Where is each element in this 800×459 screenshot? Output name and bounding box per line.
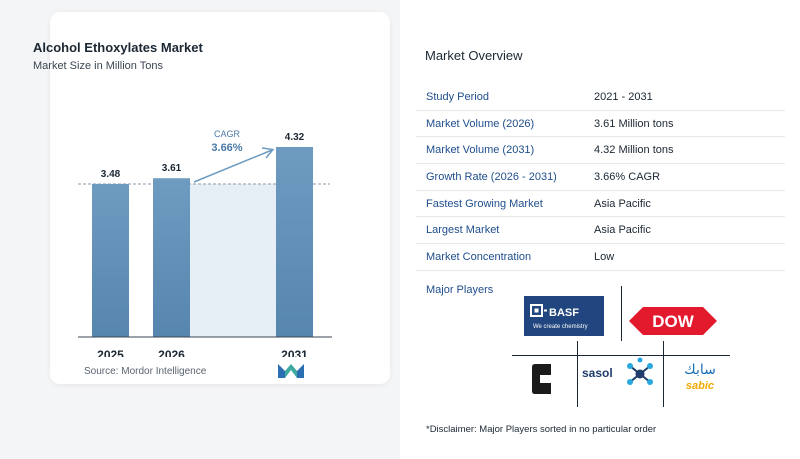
sasol-logo-icon: sasol [582, 357, 653, 385]
mordor-intelligence-logo-icon [278, 364, 304, 378]
row-key: Fastest Growing Market [426, 197, 543, 210]
x-tick-2025: 2025 [97, 348, 124, 357]
table-row: Largest Market Asia Pacific [416, 217, 785, 245]
svg-text:سابك: سابك [684, 362, 716, 378]
chart-title: Alcohol Ethoxylates Market [33, 40, 203, 55]
row-value: 4.32 Million tons [594, 144, 674, 157]
disclaimer-text: *Disclaimer: Major Players sorted in no … [426, 424, 657, 435]
svg-text:We create chemistry: We create chemistry [533, 324, 588, 330]
bar-2026 [153, 178, 190, 337]
row-key: Growth Rate (2026 - 2031) [426, 170, 557, 183]
data-label-2031: 4.32 [285, 132, 305, 143]
data-label-2026: 3.61 [162, 163, 182, 174]
row-value: 3.66% CAGR [594, 170, 661, 183]
x-tick-2026: 2026 [158, 348, 185, 357]
row-key: Market Concentration [426, 250, 532, 263]
data-label-2025: 3.48 [101, 169, 121, 180]
bar-chart: 3.48 2025 3.61 2026 4.32 2031 CAGR 3.66% [78, 129, 332, 357]
cagr-band [190, 183, 276, 337]
svg-text:sabic: sabic [686, 380, 714, 392]
source-text: Source: Mordor Intelligence [84, 366, 207, 377]
table-row: Market Volume (2031) 4.32 Million tons [416, 137, 785, 165]
svg-text:BASF: BASF [549, 307, 579, 319]
cagr-label: CAGR [214, 129, 241, 139]
table-row: Market Volume (2026) 3.61 Million tons [416, 111, 785, 138]
row-key: Study Period [426, 90, 489, 103]
row-value: 3.61 Million tons [594, 117, 674, 130]
bar-2025 [92, 183, 129, 337]
overview-table: Study Period 2021 - 2031 Market Volume (2… [416, 84, 785, 271]
market-overview-title: Market Overview [425, 48, 523, 63]
market-overview-panel: Market Overview Study Period 2021 - 2031 … [400, 0, 800, 459]
chevron-phillips-logo-icon [532, 364, 551, 394]
row-value: Asia Pacific [594, 197, 651, 210]
chart-subtitle: Market Size in Million Tons [33, 60, 164, 72]
cagr-value: 3.66% [211, 142, 242, 154]
row-key: Market Volume (2026) [426, 117, 535, 130]
dow-logo-icon: DOW [629, 307, 717, 335]
row-value: Low [594, 250, 615, 263]
divider [621, 286, 622, 341]
table-row: Fastest Growing Market Asia Pacific [416, 191, 785, 218]
row-key: Largest Market [426, 224, 500, 237]
row-value: 2021 - 2031 [594, 90, 653, 103]
bar-2031 [276, 147, 313, 337]
row-key: Market Volume (2031) [426, 144, 535, 157]
table-row: Market Concentration Low [416, 244, 785, 271]
cagr-arrow [193, 149, 273, 183]
divider [577, 341, 578, 407]
svg-text:sasol: sasol [582, 366, 613, 380]
row-value: Asia Pacific [594, 224, 651, 237]
basf-logo-icon: BASF We create chemistry [524, 296, 604, 336]
divider [512, 355, 730, 356]
svg-text:DOW: DOW [652, 312, 695, 331]
major-players-label: Major Players [426, 284, 494, 296]
divider [663, 341, 664, 407]
table-row: Growth Rate (2026 - 2031) 3.66% CAGR [416, 164, 785, 191]
x-tick-2031: 2031 [281, 348, 308, 357]
sabic-logo-icon: سابك sabic [684, 362, 716, 392]
cagr-arrowhead [261, 147, 275, 159]
table-row: Study Period 2021 - 2031 [416, 84, 785, 111]
